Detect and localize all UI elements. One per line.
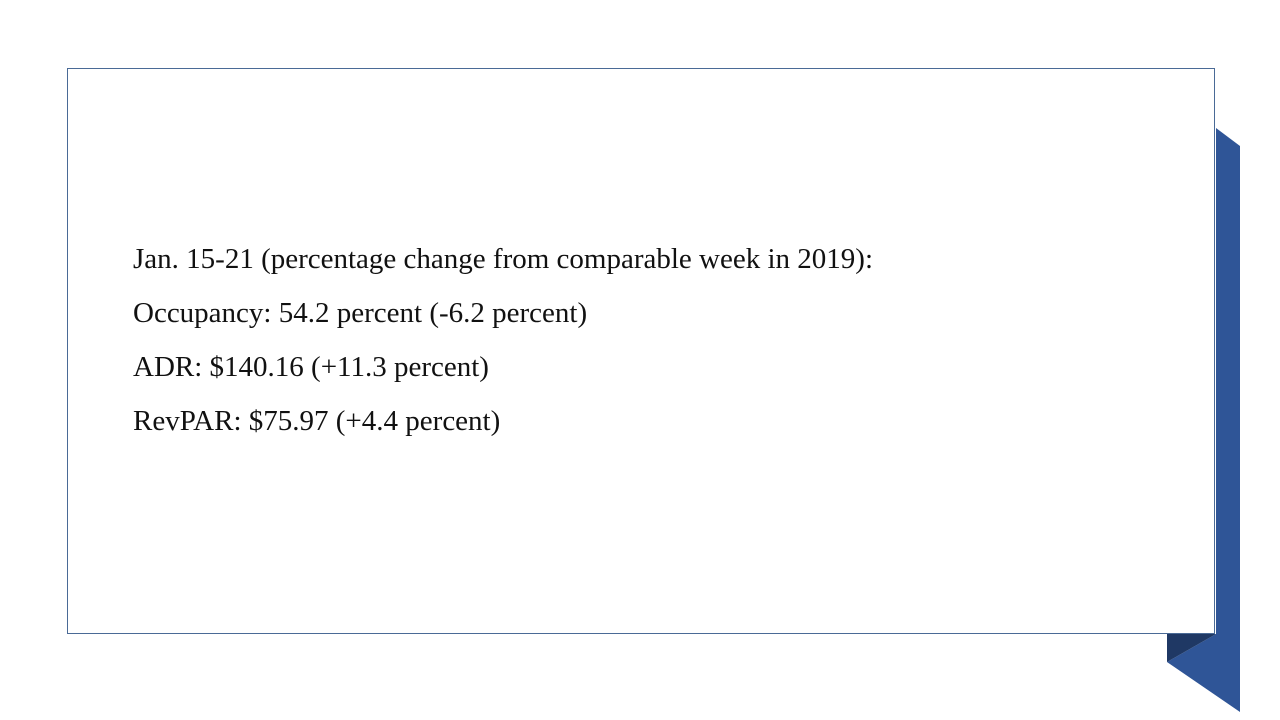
adr-line: ADR: $140.16 (+11.3 percent) xyxy=(133,351,489,383)
occupancy-line: Occupancy: 54.2 percent (-6.2 percent) xyxy=(133,297,588,329)
heading-line: Jan. 15-21 (percentage change from compa… xyxy=(133,243,873,275)
ribbon-band xyxy=(1167,128,1240,712)
revpar-line: RevPAR: $75.97 (+4.4 percent) xyxy=(133,405,501,437)
ribbon-fold-shadow xyxy=(1167,634,1216,662)
content-card xyxy=(67,68,1215,634)
